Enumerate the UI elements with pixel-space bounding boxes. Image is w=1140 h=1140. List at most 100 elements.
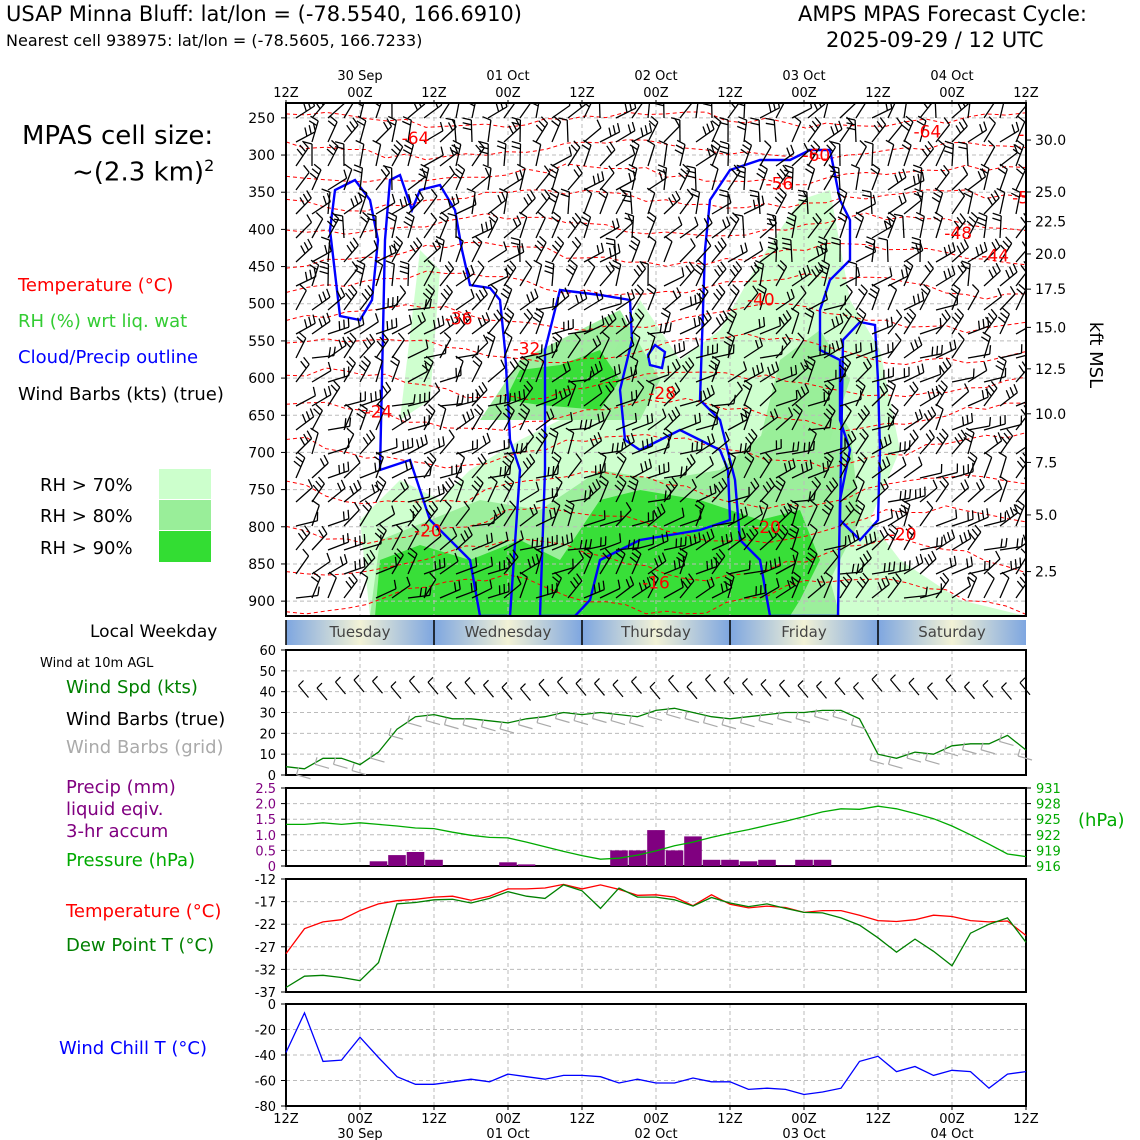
- barb-shaft: [423, 492, 445, 503]
- upper-wind-barb: [558, 117, 569, 143]
- barb-shaft: [567, 192, 571, 215]
- upper-wind-barb: [372, 139, 382, 167]
- upper-wind-barb: [583, 580, 605, 599]
- barb-shaft: [999, 313, 1010, 335]
- barb-shaft: [487, 120, 492, 143]
- barb-flag: [601, 411, 605, 421]
- upper-wind-barb: [391, 479, 409, 503]
- barb-flag: [319, 260, 329, 265]
- barb-shaft: [409, 680, 420, 694]
- barb-shaft: [343, 200, 363, 215]
- barb-flag: [529, 453, 536, 462]
- barb-flag: [997, 316, 1006, 324]
- upper-wind-barb: [967, 103, 971, 119]
- barb-flag: [1010, 560, 1013, 570]
- upper-wind-barb: [887, 572, 902, 599]
- barb-flag: [319, 270, 329, 275]
- upper-wind-barb: [1015, 392, 1026, 407]
- upper-wind-barb: [407, 339, 429, 359]
- barb-shaft: [375, 125, 392, 143]
- barb-flag: [684, 361, 692, 370]
- barb-flag: [640, 127, 644, 137]
- barb-flag: [918, 409, 923, 419]
- barb-flag: [318, 476, 325, 485]
- barb-shaft: [536, 722, 552, 728]
- barb-shaft: [711, 466, 732, 479]
- barb-flag: [346, 427, 355, 435]
- barb-flag: [675, 358, 681, 368]
- barb-shaft: [903, 314, 917, 335]
- barb-flag: [365, 337, 373, 346]
- barb-flag: [1002, 307, 1010, 315]
- barb-flag: [721, 717, 725, 725]
- barb-flag: [831, 236, 841, 241]
- barb-flag: [628, 480, 638, 487]
- barb-flag: [977, 512, 980, 522]
- barb-flag: [598, 582, 601, 592]
- upper-wind-barb: [935, 265, 956, 287]
- barb-flag: [1014, 144, 1023, 151]
- barb-flag: [660, 312, 670, 319]
- upper-wind-barb: [567, 321, 592, 335]
- upper-wind-barb: [919, 406, 937, 431]
- upper-wind-barb: [743, 337, 764, 359]
- barb-flag: [783, 505, 789, 515]
- barb-flag: [489, 475, 498, 483]
- barb-shaft: [807, 483, 822, 503]
- barb-flag: [544, 189, 551, 198]
- barb-flag: [518, 412, 526, 420]
- barb-shaft: [631, 360, 639, 383]
- upper-wind-barb: [605, 237, 617, 263]
- barb-flag: [468, 97, 476, 101]
- barb-shaft: [583, 343, 602, 359]
- precip-label-3: 3-hr accum: [66, 821, 169, 842]
- barb-shaft: [1015, 582, 1026, 599]
- barb-flag: [951, 316, 959, 324]
- upper-wind-barb: [756, 163, 768, 191]
- barb-flag: [933, 192, 942, 199]
- barb-shaft: [679, 224, 699, 239]
- barb-flag: [686, 681, 693, 688]
- barb-flag: [462, 313, 469, 322]
- upper-wind-barb: [791, 115, 802, 143]
- barb-flag: [554, 475, 563, 483]
- barb-flag: [782, 242, 792, 246]
- temperature-contour-label: -20: [753, 518, 781, 538]
- barb-flag: [597, 413, 601, 423]
- barb-shaft: [807, 220, 822, 239]
- upper-wind-barb: [912, 164, 923, 191]
- barb-flag: [738, 116, 747, 121]
- upper-wind-barb: [391, 437, 414, 455]
- upper-wind-barb: [807, 476, 822, 503]
- barb-shaft: [359, 168, 364, 191]
- barb-flag: [565, 268, 574, 276]
- barb-shaft: [295, 197, 312, 215]
- upper-wind-barb: [343, 391, 366, 407]
- barb-shaft: [391, 584, 411, 599]
- upper-wind-barb: [855, 428, 869, 455]
- barb-flag: [1005, 269, 1011, 279]
- barb-flag: [671, 477, 679, 485]
- barb-shaft: [775, 531, 789, 551]
- barb-flag: [605, 385, 612, 394]
- upper-wind-barb: [983, 537, 1008, 551]
- barb-flag: [449, 147, 455, 156]
- barb-shaft: [372, 680, 383, 694]
- upper-wind-barb: [354, 259, 366, 287]
- upper-wind-barb: [933, 211, 944, 239]
- upper-wind-barb: [679, 315, 701, 335]
- barb-flag: [504, 331, 513, 339]
- barb-flag: [527, 93, 533, 100]
- barb-flag: [781, 345, 784, 355]
- barb-shaft: [935, 172, 950, 191]
- barb-flag: [370, 392, 373, 402]
- upper-wind-barb: [311, 312, 331, 335]
- upper-wind-barb: [695, 237, 712, 263]
- barb-flag: [694, 414, 697, 424]
- barb-shaft: [890, 679, 901, 693]
- wind-barb-true: [575, 678, 587, 696]
- upper-wind-barb: [951, 462, 974, 479]
- barb-flag: [414, 193, 421, 203]
- barb-shaft: [359, 398, 381, 407]
- barb-flag: [328, 144, 337, 152]
